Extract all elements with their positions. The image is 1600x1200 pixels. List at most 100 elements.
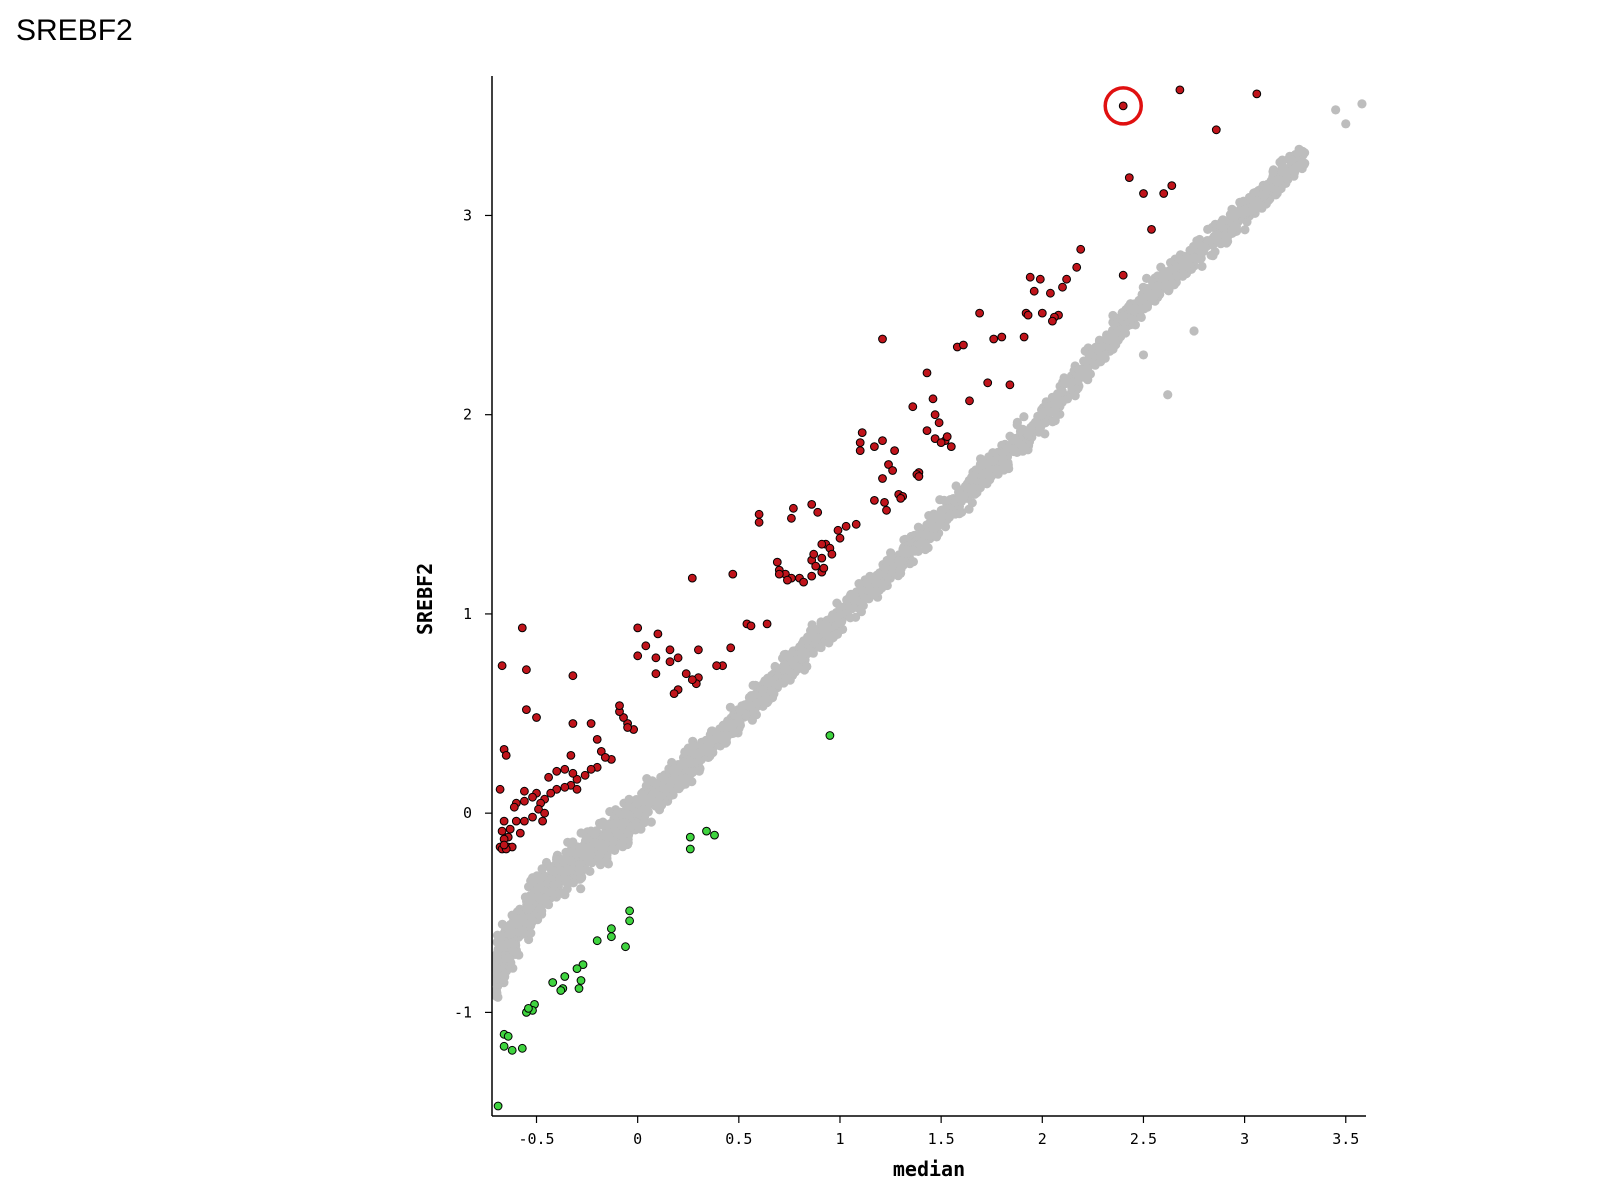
background-point: [735, 706, 746, 716]
up-point: [774, 569, 784, 579]
down-point: [607, 924, 616, 934]
up-point: [833, 525, 843, 535]
y-tick-label: 2: [463, 406, 472, 424]
up-point: [946, 442, 956, 452]
background-point: [962, 483, 972, 493]
background-point: [1272, 186, 1282, 196]
background-point: [1031, 417, 1041, 427]
x-tick-label: -0.5: [518, 1130, 554, 1148]
up-point: [908, 402, 918, 412]
background-point: [1094, 343, 1105, 353]
up-point: [922, 368, 932, 378]
background-point: [1143, 287, 1153, 297]
axes: -0.5 0 0.5 1 1.5 2 2.5 3 3.5 -1 0 1 2 3 median SREBF2: [413, 76, 1366, 1181]
up-point: [517, 623, 527, 633]
background-point: [1189, 326, 1199, 336]
background-point: [1217, 216, 1227, 226]
background-point: [747, 715, 758, 725]
up-point: [586, 764, 596, 774]
background-point: [1080, 364, 1090, 375]
up-point: [568, 768, 578, 778]
down-point: [578, 960, 588, 969]
background-point: [1287, 155, 1297, 165]
up-point: [1175, 85, 1185, 95]
up-point: [827, 549, 837, 559]
down-point: [560, 972, 570, 981]
background-point: [748, 680, 758, 691]
background-point: [1210, 247, 1220, 257]
background-point: [598, 845, 608, 855]
up-point: [633, 623, 643, 633]
background-point: [859, 585, 869, 596]
background-point: [1229, 212, 1239, 222]
up-point: [568, 671, 578, 681]
down-point: [607, 932, 616, 942]
up-point: [870, 496, 879, 505]
background-point: [1053, 399, 1063, 409]
background-point: [1197, 261, 1207, 271]
up-point: [890, 446, 899, 456]
y-tick-label: -1: [454, 1003, 472, 1021]
background-point: [633, 798, 643, 808]
background-point: [655, 791, 665, 802]
background-point: [808, 648, 818, 658]
background-point: [566, 863, 576, 873]
background-point: [618, 842, 628, 852]
up-point: [1005, 380, 1015, 390]
background-point: [712, 729, 722, 740]
up-point: [728, 569, 738, 579]
background-point: [541, 857, 552, 868]
up-point: [936, 438, 946, 448]
background-point: [940, 522, 951, 532]
up-point: [1211, 125, 1221, 135]
down-point: [507, 1045, 517, 1055]
background-point: [1189, 253, 1199, 263]
background-point: [566, 856, 576, 866]
background-point: [1221, 238, 1232, 248]
up-point: [495, 784, 505, 794]
background-point: [900, 534, 910, 544]
down-point: [556, 986, 566, 995]
background-point: [977, 477, 988, 487]
background-point: [1012, 417, 1023, 427]
background-point: [1084, 350, 1094, 360]
up-point: [1058, 282, 1067, 292]
up-point: [807, 571, 817, 581]
up-point: [568, 719, 578, 728]
background-point: [524, 919, 534, 929]
background-point: [565, 847, 576, 857]
background-point: [1111, 328, 1121, 338]
y-tick-label: 1: [463, 605, 472, 623]
up-point: [687, 675, 697, 685]
background-point: [491, 991, 501, 1001]
up-point: [580, 770, 590, 780]
down-point: [825, 731, 835, 740]
background-point: [549, 866, 559, 877]
background-point: [680, 773, 690, 783]
up-point: [851, 519, 861, 529]
down-regulated-points: [493, 731, 835, 1111]
up-point: [914, 472, 924, 481]
background-point: [1108, 337, 1118, 347]
background-point: [575, 847, 585, 857]
background-point: [795, 642, 805, 652]
background-point: [720, 738, 731, 748]
up-point: [870, 442, 879, 452]
background-point: [925, 518, 935, 528]
background-point: [1227, 225, 1237, 235]
up-point: [552, 784, 562, 794]
up-point: [1159, 189, 1169, 198]
highlight-circle: [1103, 86, 1143, 126]
background-point: [598, 818, 608, 828]
up-point: [540, 808, 549, 818]
y-tick-label: 0: [463, 804, 472, 822]
background-point: [575, 865, 585, 875]
background-point: [643, 807, 653, 817]
page-title: SREBF2: [16, 14, 133, 47]
background-point: [1124, 302, 1134, 312]
background-point: [625, 822, 636, 832]
background-point: [591, 838, 601, 848]
background-point: [886, 552, 896, 563]
background-point: [896, 556, 906, 566]
background-point: [729, 719, 739, 729]
